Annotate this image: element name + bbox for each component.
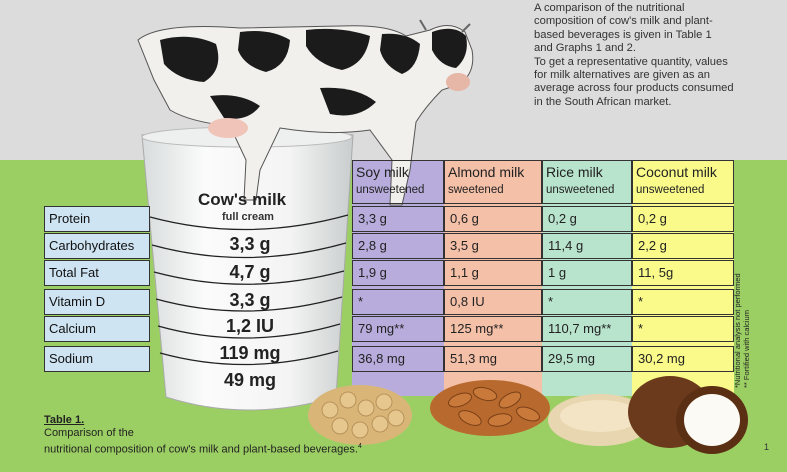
caption-line: Comparison of the (44, 427, 134, 439)
table-cell: 0,6 g (444, 206, 542, 232)
table-cell: 1,1 g (444, 260, 542, 286)
cows-milk-value: 1,2 IU (225, 316, 275, 336)
table-cell: 11, 5g (632, 260, 734, 286)
table-cell: 0,8 IU (444, 289, 542, 315)
table-cell: 110,7 mg** (542, 316, 632, 342)
cows-milk-value: 3,3 g (229, 290, 271, 310)
column-name: Coconut milk (636, 164, 717, 180)
column-header-rice: Rice milk unsweetened (542, 160, 632, 204)
cows-milk-value: 49 mg (223, 370, 277, 390)
table-cell: 1 g (542, 260, 632, 286)
table-cell: * (542, 289, 632, 315)
intro-line: in the South African market. (534, 95, 672, 108)
caption-title: Table 1. (44, 414, 85, 426)
table-cell: 11,4 g (542, 233, 632, 259)
intro-line: for milk alternatives are given as an (534, 69, 710, 82)
footnotes: *Nutritional analysis not performed ** F… (733, 273, 751, 388)
intro-line: based beverages is given in Table 1 (534, 28, 712, 41)
table-cell: * (352, 289, 444, 315)
intro-line: composition of cow's milk and plant- (534, 15, 713, 28)
column-header-soy: Soy milk unsweetened (352, 160, 444, 204)
row-label-vitamin-d: Vitamin D (44, 289, 150, 315)
rice-image (548, 394, 652, 446)
cows-milk-value: 3,3 g (229, 234, 271, 254)
page-number: 1 (764, 442, 770, 452)
intro-line: and Graphs 1 and 2. (534, 42, 637, 55)
column-header-almond: Almond milk sweetened (444, 160, 542, 204)
caption-line: nutritional composition of cow's milk an… (44, 443, 358, 456)
table-cell: * (632, 316, 734, 342)
table-cell: 29,5 mg (542, 346, 632, 372)
coconut-column-bg (632, 160, 734, 396)
milk-glass-image (141, 126, 354, 411)
footnote-fortified: ** Fortified with calcium (742, 310, 751, 388)
rice-column-bg (542, 160, 632, 396)
cow-image (137, 19, 474, 206)
row-label-calcium: Calcium (44, 316, 150, 342)
table-cell: 3,3 g (352, 206, 444, 232)
plant-foods-image (308, 376, 748, 454)
table-cell: 0,2 g (542, 206, 632, 232)
column-name: Rice milk (546, 164, 603, 180)
coconut-image (628, 376, 748, 454)
table-cell: 51,3 mg (444, 346, 542, 372)
column-name: Soy milk (356, 164, 409, 180)
table-cell: 0,2 g (632, 206, 734, 232)
table-cell: 30,2 mg (632, 346, 734, 372)
cows-milk-title: Cow's milk (198, 190, 287, 209)
intro-text: A comparison of the nutritional composit… (534, 2, 782, 109)
table-cell: 2,2 g (632, 233, 734, 259)
almond-column-bg (444, 160, 542, 396)
column-name: Almond milk (448, 164, 525, 180)
table-cell: 3,5 g (444, 233, 542, 259)
intro-line: A comparison of the nutritional (534, 2, 685, 14)
footnote-not-performed: *Nutritional analysis not performed (733, 273, 742, 388)
cows-milk-value: 119 mg (219, 343, 281, 363)
column-subtitle: unsweetened (546, 184, 615, 196)
intro-line: To get a representative quantity, values (534, 55, 728, 68)
caption-superscript: 4 (357, 443, 362, 450)
cows-milk-subtitle: full cream (222, 211, 274, 223)
soybeans-image (308, 385, 412, 445)
table-cell: 2,8 g (352, 233, 444, 259)
column-subtitle: sweetened (448, 184, 504, 196)
table-caption: Table 1. Comparison of the nutritional c… (44, 414, 362, 457)
column-header-coconut: Coconut milk unsweetened (632, 160, 734, 204)
intro-line: average across four products consumed (534, 82, 734, 95)
row-label-total-fat: Total Fat (44, 260, 150, 286)
cows-milk-value: 4,7 g (229, 262, 271, 282)
column-subtitle: unsweetened (356, 184, 425, 196)
column-subtitle: unsweetened (636, 184, 705, 196)
row-label-protein: Protein (44, 206, 150, 232)
row-label-carbohydrates: Carbohydrates (44, 233, 150, 259)
table-cell: * (632, 289, 734, 315)
table-cell: 79 mg** (352, 316, 444, 342)
table-cell: 125 mg** (444, 316, 542, 342)
table-cell: 36,8 mg (352, 346, 444, 372)
almonds-image (430, 380, 550, 436)
row-label-sodium: Sodium (44, 346, 150, 372)
table-cell: 1,9 g (352, 260, 444, 286)
